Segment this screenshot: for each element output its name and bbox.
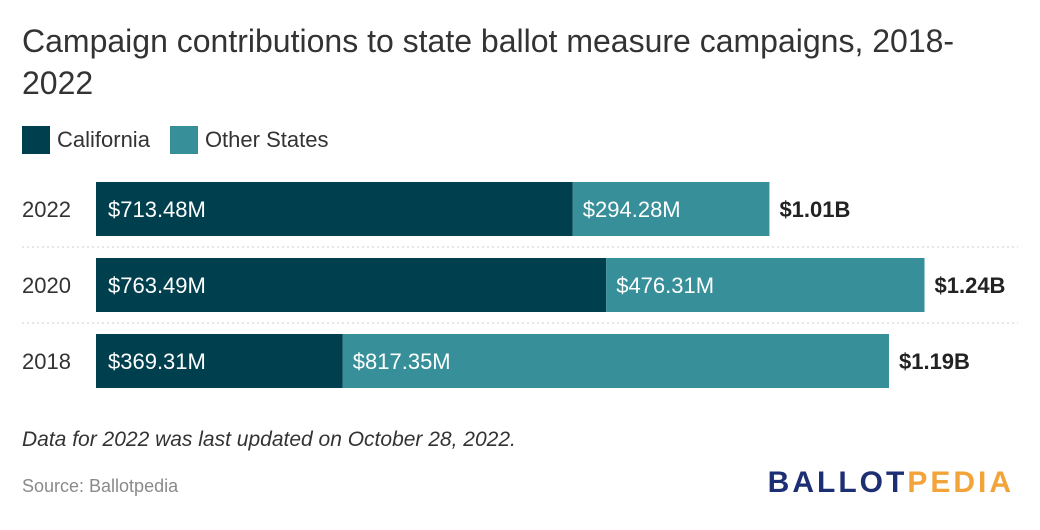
source-text: Source: Ballotpedia <box>22 476 179 496</box>
ballotpedia-logo: BALLOTPEDIA <box>768 466 1014 500</box>
legend-label-california: California <box>57 127 150 152</box>
bar-chart: 2022 $713.48M $294.28M $1.01B 2020 $763.49M $4… <box>22 182 1018 388</box>
year-label-2018: 2018 <box>22 349 71 374</box>
year-label-2020: 2020 <box>22 273 71 298</box>
legend-swatch-other-states <box>169 126 198 154</box>
data-label-other-states-2018: $817.35M <box>353 349 451 374</box>
bar-california-2018 <box>96 334 343 388</box>
total-label-2018: $1.19B <box>899 349 970 374</box>
year-label-2022: 2022 <box>22 197 71 222</box>
legend-item-california: California <box>22 126 150 154</box>
bar-other-states-2018 <box>342 334 889 388</box>
data-label-california-2020: $763.49M <box>108 273 206 298</box>
logo-part-ballot: BALLOT <box>767 466 908 499</box>
legend-swatch-california <box>22 126 50 154</box>
total-label-2022: $1.01B <box>779 197 850 222</box>
data-label-california-2018: $369.31M <box>108 349 206 374</box>
bar-other-states-2020 <box>606 258 925 312</box>
data-label-california-2022: $713.48M <box>108 197 206 222</box>
data-label-other-states-2022: $294.28M <box>583 197 681 222</box>
legend: California Other States <box>22 126 348 154</box>
logo-part-pedia: PEDIA <box>907 466 1014 499</box>
chart-title: Campaign contributions to state ballot m… <box>22 23 955 101</box>
total-label-2020: $1.24B <box>935 273 1006 298</box>
data-label-other-states-2020: $476.31M <box>616 273 714 298</box>
legend-item-other-states: Other States <box>169 126 329 154</box>
bar-other-states-2022 <box>572 182 770 236</box>
data-note: Data for 2022 was last updated on Octobe… <box>22 428 516 451</box>
bar-california-2022 <box>96 182 573 236</box>
bar-california-2020 <box>96 258 607 312</box>
legend-label-other-states: Other States <box>204 127 329 152</box>
